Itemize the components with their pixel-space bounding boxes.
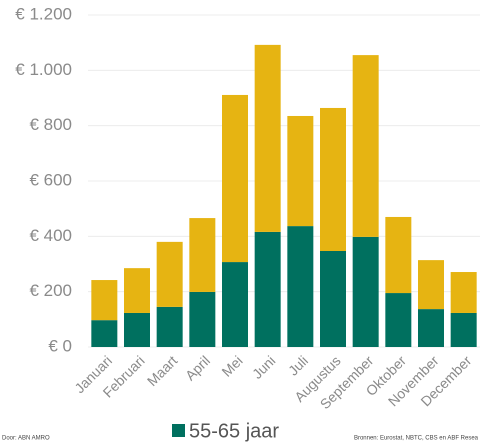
- bar-segment: [254, 231, 281, 347]
- bar-segment: [320, 107, 346, 251]
- bar-segment: [450, 312, 477, 347]
- bar-segment: [91, 280, 118, 321]
- bar-segment: [385, 216, 412, 294]
- bar-segment: [222, 262, 248, 347]
- bar-segment: [189, 291, 216, 347]
- bar-segment: [124, 268, 150, 313]
- y-tick-label: € 800: [29, 115, 72, 134]
- bar-segment: [418, 260, 444, 310]
- legend-swatch: [172, 424, 185, 437]
- y-tick-label: € 1.000: [15, 60, 72, 79]
- bar-segment: [352, 236, 379, 347]
- y-tick-label: € 400: [29, 226, 72, 245]
- legend-label: 55-65 jaar: [189, 420, 279, 442]
- bar-segment: [156, 306, 183, 347]
- bar-segment: [254, 44, 281, 232]
- bar-segment: [91, 320, 118, 347]
- x-tick-label: Juni: [249, 352, 278, 381]
- x-tick-label: Juli: [285, 352, 311, 378]
- y-tick-label: € 600: [29, 170, 72, 189]
- bar-segment: [320, 250, 346, 347]
- bar-segment: [450, 272, 477, 313]
- bar-segment: [418, 309, 444, 347]
- bar-segment: [222, 94, 248, 263]
- bar-segment: [352, 55, 379, 237]
- y-tick-label: € 200: [29, 281, 72, 300]
- bar-segment: [385, 293, 412, 347]
- bar-segment: [156, 241, 183, 307]
- source-right: Bronnen: Eurostat, NBTC, CBS en ABF Rese…: [354, 436, 479, 442]
- x-tick-label: April: [182, 352, 213, 383]
- bar-segment: [287, 226, 314, 347]
- source-left: Door: ABN AMRO: [2, 436, 50, 442]
- x-tick-label: Mei: [218, 352, 245, 379]
- bar-segment: [124, 312, 150, 347]
- y-tick-label: € 1.200: [15, 4, 72, 23]
- y-tick-label: € 0: [48, 336, 72, 355]
- bar-segment: [189, 218, 216, 292]
- x-tick-label: Maart: [144, 352, 181, 389]
- bar-segment: [287, 115, 314, 227]
